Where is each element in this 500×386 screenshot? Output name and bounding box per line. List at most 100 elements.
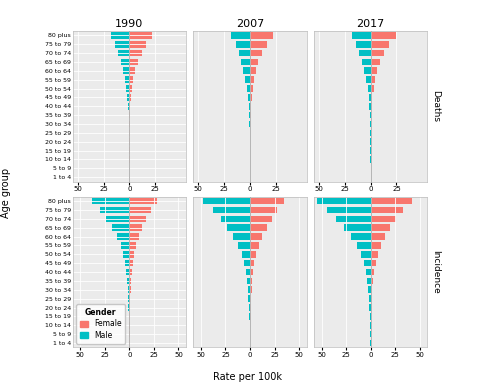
Bar bbox=[248, 304, 250, 311]
Bar bbox=[234, 233, 250, 240]
Bar bbox=[130, 59, 138, 65]
Bar bbox=[130, 278, 131, 284]
Bar bbox=[370, 251, 378, 257]
Bar bbox=[370, 32, 396, 39]
Bar bbox=[370, 313, 372, 320]
Bar bbox=[128, 295, 130, 302]
Bar bbox=[370, 215, 396, 222]
Bar bbox=[370, 304, 372, 311]
Bar bbox=[370, 295, 372, 302]
Bar bbox=[370, 68, 378, 74]
Bar bbox=[250, 207, 278, 213]
Bar bbox=[370, 76, 376, 83]
Bar bbox=[249, 313, 250, 320]
Bar bbox=[370, 260, 376, 266]
Bar bbox=[118, 50, 130, 56]
Bar bbox=[351, 233, 370, 240]
Bar bbox=[370, 242, 382, 249]
Bar bbox=[370, 198, 412, 205]
Bar bbox=[130, 233, 138, 240]
Bar bbox=[364, 68, 370, 74]
Bar bbox=[370, 278, 374, 284]
Bar bbox=[248, 278, 250, 284]
Bar bbox=[238, 242, 250, 249]
Bar bbox=[316, 198, 370, 205]
Bar bbox=[359, 50, 370, 56]
Bar bbox=[361, 251, 370, 257]
Bar bbox=[130, 198, 157, 205]
Bar bbox=[111, 32, 130, 39]
Bar bbox=[112, 224, 130, 231]
Bar bbox=[248, 286, 250, 293]
Bar bbox=[370, 59, 380, 65]
Bar bbox=[120, 242, 130, 249]
Bar bbox=[129, 121, 130, 127]
Bar bbox=[370, 50, 384, 56]
Title: 1990: 1990 bbox=[116, 19, 143, 29]
Bar bbox=[250, 76, 254, 83]
Bar bbox=[248, 103, 250, 110]
Title: 2017: 2017 bbox=[356, 19, 384, 29]
Bar bbox=[247, 85, 250, 92]
Bar bbox=[250, 103, 251, 110]
Bar bbox=[130, 224, 142, 231]
Bar bbox=[250, 215, 272, 222]
Bar bbox=[250, 242, 259, 249]
Bar bbox=[130, 76, 134, 83]
Bar bbox=[130, 68, 135, 74]
Bar bbox=[250, 68, 256, 74]
Bar bbox=[106, 215, 130, 222]
Bar bbox=[122, 68, 130, 74]
Bar bbox=[128, 112, 130, 119]
Bar bbox=[128, 286, 130, 293]
Bar bbox=[250, 50, 262, 56]
Bar bbox=[370, 224, 390, 231]
Bar bbox=[126, 269, 130, 275]
Bar bbox=[250, 269, 253, 275]
Bar bbox=[115, 41, 130, 47]
Bar bbox=[250, 260, 254, 266]
Bar bbox=[344, 224, 370, 231]
Bar bbox=[370, 269, 374, 275]
Bar bbox=[356, 41, 370, 47]
Bar bbox=[128, 94, 130, 101]
Bar bbox=[250, 278, 252, 284]
Title: 2007: 2007 bbox=[236, 19, 264, 29]
Bar bbox=[212, 207, 250, 213]
Bar bbox=[123, 251, 130, 257]
Bar bbox=[128, 278, 130, 284]
Bar bbox=[220, 215, 250, 222]
Legend: Female, Male: Female, Male bbox=[76, 304, 126, 344]
Bar bbox=[130, 94, 131, 101]
Bar bbox=[250, 94, 252, 101]
Bar bbox=[370, 103, 372, 110]
Text: Rate per 100k: Rate per 100k bbox=[213, 372, 282, 382]
Bar bbox=[250, 85, 252, 92]
Bar bbox=[232, 32, 250, 39]
Bar bbox=[228, 224, 250, 231]
Bar bbox=[364, 260, 370, 266]
Bar bbox=[250, 251, 256, 257]
Bar bbox=[370, 112, 372, 119]
Bar bbox=[130, 50, 142, 56]
Bar bbox=[370, 121, 371, 127]
Bar bbox=[92, 198, 130, 205]
Bar bbox=[250, 233, 262, 240]
Bar bbox=[250, 304, 251, 311]
Bar bbox=[370, 41, 389, 47]
Bar bbox=[366, 269, 370, 275]
Bar bbox=[130, 207, 151, 213]
Bar bbox=[128, 313, 130, 320]
Bar bbox=[130, 269, 132, 275]
Bar bbox=[246, 76, 250, 83]
Bar bbox=[250, 286, 252, 293]
Bar bbox=[250, 59, 258, 65]
Bar bbox=[246, 269, 250, 275]
Bar bbox=[130, 251, 134, 257]
Bar bbox=[125, 260, 130, 266]
Bar bbox=[130, 215, 146, 222]
Bar bbox=[203, 198, 250, 205]
Bar bbox=[241, 59, 250, 65]
Bar bbox=[369, 304, 370, 311]
Bar bbox=[248, 94, 250, 101]
